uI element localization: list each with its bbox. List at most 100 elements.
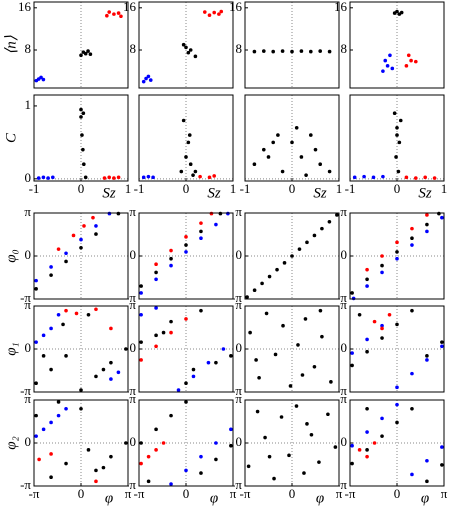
point	[365, 349, 369, 354]
point	[101, 465, 106, 470]
point	[327, 49, 332, 54]
point	[294, 125, 299, 130]
point	[86, 448, 91, 452]
point	[410, 472, 414, 477]
point	[179, 169, 184, 174]
y-tick-label: 0	[341, 434, 348, 449]
point	[372, 319, 377, 324]
point	[88, 52, 93, 57]
y-axis-label: φ₀	[3, 249, 19, 263]
point	[82, 224, 86, 228]
point	[79, 388, 83, 392]
point	[318, 49, 323, 53]
y-tick-label: 0	[130, 247, 137, 262]
point	[176, 388, 181, 392]
point	[34, 381, 38, 386]
point	[124, 347, 128, 351]
point	[49, 273, 53, 277]
point	[61, 322, 65, 327]
point	[169, 248, 173, 253]
axes-frame	[349, 1, 445, 89]
point	[41, 354, 46, 358]
point	[365, 430, 369, 434]
x-axis-label: Sz	[102, 185, 116, 201]
point	[296, 343, 300, 347]
point	[154, 344, 158, 349]
point	[395, 250, 399, 254]
point	[218, 211, 223, 216]
point	[440, 344, 444, 349]
point	[383, 58, 388, 63]
point	[365, 277, 369, 282]
x-tick-label: 1	[125, 181, 132, 196]
point	[290, 254, 294, 258]
point	[404, 175, 409, 180]
point	[395, 420, 399, 425]
point	[187, 133, 192, 137]
point	[309, 432, 314, 437]
y-tick-label: 0	[130, 434, 137, 449]
x-tick-label: 0	[394, 181, 401, 196]
point	[107, 211, 112, 216]
point	[395, 133, 399, 137]
point	[154, 262, 158, 267]
point	[34, 434, 38, 438]
point	[380, 434, 384, 438]
point	[154, 427, 158, 432]
point	[214, 441, 218, 445]
point	[432, 176, 437, 180]
point	[357, 448, 362, 452]
point	[387, 312, 392, 317]
point	[184, 235, 188, 239]
point	[36, 176, 41, 180]
point	[56, 247, 61, 251]
y-tick-label: π	[129, 297, 136, 312]
x-axis-label: φ	[421, 490, 429, 506]
point	[414, 59, 418, 64]
point	[271, 49, 276, 54]
y-tick-label: -π	[231, 383, 242, 398]
point	[276, 133, 280, 137]
point	[109, 360, 113, 365]
x-tick-label: -1	[345, 181, 356, 196]
point	[198, 174, 202, 179]
point	[154, 270, 158, 275]
point	[139, 284, 143, 288]
point	[395, 385, 399, 390]
x-tick-label: 0	[78, 486, 85, 501]
axes-frame	[33, 212, 129, 300]
point	[94, 479, 98, 484]
y-tick-label: -π	[336, 383, 347, 398]
point	[272, 476, 276, 481]
y-tick-label: 1	[25, 97, 32, 112]
y-tick-label: 0	[341, 340, 348, 355]
point	[51, 175, 55, 180]
x-axis-label: Sz	[418, 185, 432, 201]
point	[410, 243, 414, 247]
point	[252, 162, 257, 167]
axes-frame	[138, 305, 234, 393]
point	[217, 12, 221, 16]
point	[56, 400, 61, 404]
point	[193, 169, 198, 174]
point	[212, 10, 216, 15]
point	[365, 267, 369, 272]
point	[49, 452, 53, 456]
point	[186, 50, 191, 55]
point	[186, 140, 191, 145]
point	[169, 256, 173, 261]
point	[34, 278, 38, 283]
point	[280, 49, 285, 53]
point	[312, 233, 317, 238]
y-tick-label: π	[235, 297, 242, 312]
point	[184, 45, 188, 50]
point	[199, 308, 203, 313]
point	[260, 281, 264, 286]
x-tick-label: 0	[394, 486, 401, 501]
point	[188, 162, 193, 167]
point	[184, 155, 188, 159]
axes-frame	[33, 305, 129, 393]
point	[102, 176, 107, 180]
point	[34, 413, 38, 418]
point	[304, 173, 308, 177]
